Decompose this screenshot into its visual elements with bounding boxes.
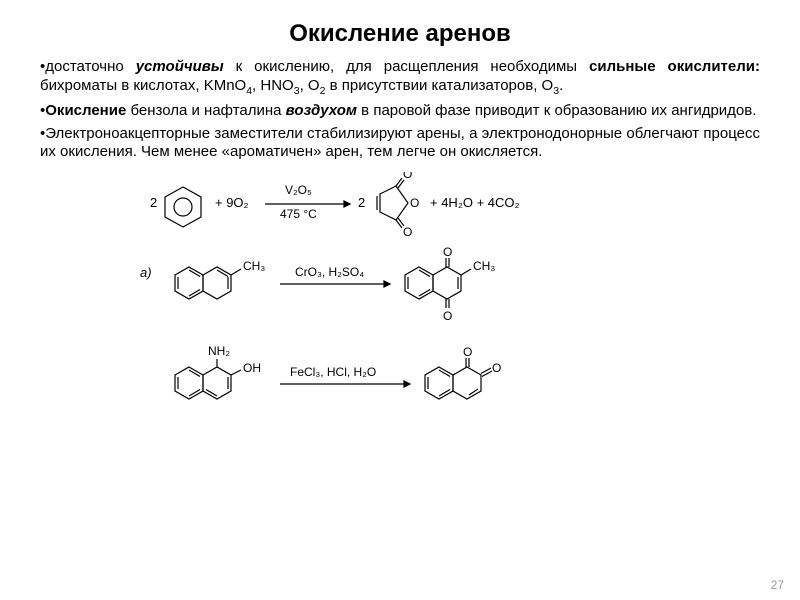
r1-plus-o2: + 9O₂ — [215, 195, 249, 210]
r2-ch3-left: CH₃ — [243, 259, 265, 273]
svg-text:O: O — [492, 361, 501, 375]
r3-reagent: FeCl₃, HCl, H₂O — [290, 365, 376, 379]
r1-coef-right: 2 — [358, 195, 365, 210]
svg-text:O: O — [403, 225, 412, 239]
paragraph-1: •достаточно устойчивы к окислению, для р… — [40, 58, 760, 98]
scheme-label-a: а) — [140, 265, 152, 280]
page-number: 27 — [771, 578, 784, 592]
paragraph-3: •Электроноакцепторные заместители стабил… — [40, 125, 760, 163]
svg-text:O: O — [403, 172, 412, 181]
r1-products: + 4H₂O + 4CO₂ — [430, 195, 520, 210]
svg-text:O: O — [443, 309, 452, 323]
svg-text:O: O — [463, 345, 472, 359]
svg-text:O: O — [443, 245, 452, 259]
paragraph-2: •Окисление бензола и нафталина воздухом … — [40, 102, 760, 121]
r3-oh: OH — [243, 361, 261, 375]
r1-catalyst-top: V₂O₅ — [285, 183, 312, 197]
r3-nh2: NH₂ — [208, 344, 230, 358]
reaction-schemes: 2 + 9O₂ V₂O₅ 475 °C 2 O O O + 4H₂O + 4CO… — [40, 172, 760, 482]
r1-catalyst-bot: 475 °C — [280, 207, 317, 221]
r1-coef-left: 2 — [150, 195, 157, 210]
r2-reagent: CrO₃, H₂SO₄ — [295, 265, 364, 279]
page-title: Окисление аренов — [40, 20, 760, 48]
r2-ch3-right: CH₃ — [473, 259, 495, 273]
svg-text:O: O — [410, 196, 419, 210]
